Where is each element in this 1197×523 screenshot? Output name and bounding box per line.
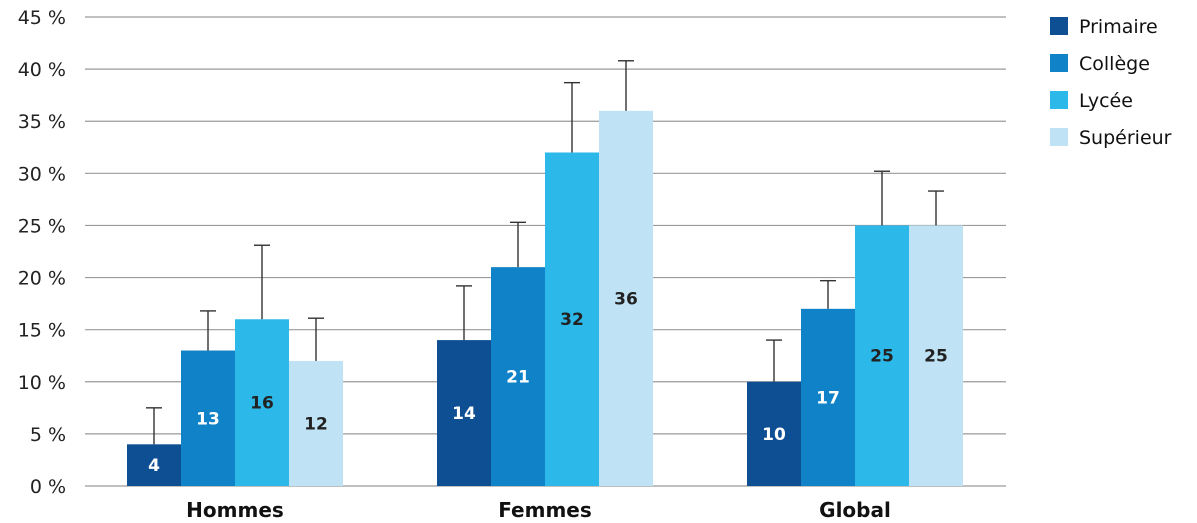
legend-label: Primaire [1079, 16, 1158, 38]
category-label-hommes: Hommes [186, 498, 284, 522]
legend-label: Supérieur [1079, 127, 1172, 149]
y-tick-label: 30 % [18, 163, 66, 185]
data-label: 14 [452, 404, 476, 424]
bar-femmes-3 [599, 110, 653, 487]
legend: Primaire Collège Lycée Supérieur [1050, 16, 1172, 149]
x-axis-category-labels: Hommes Femmes Global [186, 498, 891, 522]
legend-swatch-1 [1050, 54, 1068, 72]
y-tick-label: 35 % [18, 111, 66, 133]
bar-global-3 [909, 225, 963, 486]
legend-label: Collège [1079, 53, 1150, 75]
data-label: 12 [304, 414, 328, 434]
bar-hommes-0 [127, 444, 181, 486]
data-label: 10 [762, 425, 786, 445]
data-label: 21 [506, 368, 530, 388]
legend-swatch-2 [1050, 91, 1068, 109]
y-tick-label: 25 % [18, 215, 66, 237]
y-tick-label: 20 % [18, 268, 66, 290]
bar-hommes-3 [289, 360, 343, 486]
y-tick-label: 15 % [18, 320, 66, 342]
data-labels: 4 13 16 12 14 21 32 36 10 17 25 25 [148, 289, 948, 476]
data-label: 25 [924, 347, 948, 367]
bar-hommes-2 [235, 319, 289, 486]
data-label: 16 [250, 394, 274, 414]
y-axis-tick-labels: 0 % 5 % 10 % 15 % 20 % 25 % 30 % 35 % 40 % 45 % [18, 7, 66, 498]
data-label: 13 [196, 409, 220, 429]
y-tick-label: 10 % [18, 372, 66, 394]
bar-femmes-2 [545, 152, 599, 486]
legend-label: Lycée [1079, 90, 1133, 112]
category-label-global: Global [819, 498, 891, 522]
bars [127, 110, 963, 487]
category-label-femmes: Femmes [498, 498, 592, 522]
y-tick-label: 45 % [18, 7, 66, 29]
bar-global-1 [801, 308, 855, 486]
data-label: 25 [870, 347, 894, 367]
legend-swatch-3 [1050, 128, 1068, 146]
data-label: 17 [816, 388, 840, 408]
data-label: 4 [148, 456, 160, 476]
y-tick-label: 40 % [18, 59, 66, 81]
legend-swatch-0 [1050, 17, 1068, 35]
y-tick-label: 0 % [30, 476, 66, 498]
bar-global-2 [855, 225, 909, 486]
data-label: 32 [560, 310, 584, 330]
bar-femmes-0 [437, 340, 491, 486]
bar-hommes-1 [181, 350, 235, 486]
bar-global-0 [747, 381, 801, 486]
y-tick-label: 5 % [30, 424, 66, 446]
error-bars [146, 60, 944, 445]
bar-femmes-1 [491, 267, 545, 486]
data-label: 36 [614, 289, 638, 309]
